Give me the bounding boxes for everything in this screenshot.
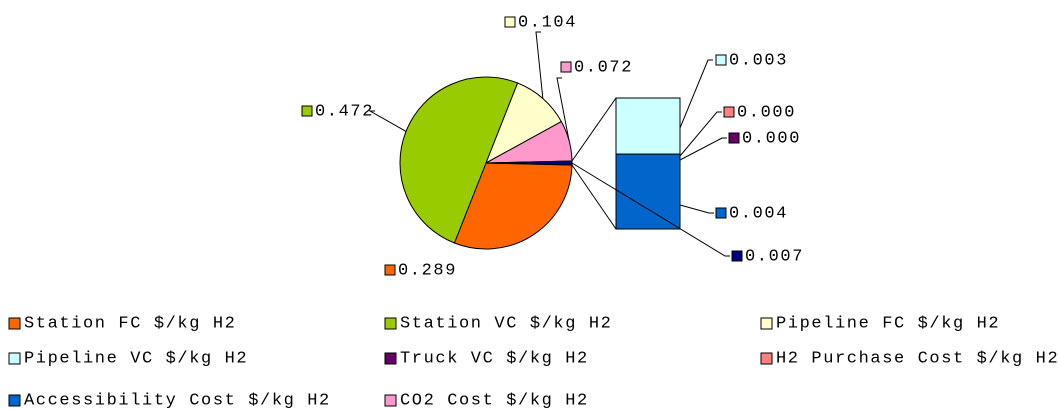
legend-marker [8, 352, 21, 365]
label-marker [384, 264, 396, 276]
legend-marker [8, 317, 21, 330]
pie-slice [453, 162, 573, 250]
legend-marker [384, 352, 397, 365]
leader-line [368, 110, 407, 132]
data-label: 0.004 [729, 204, 788, 223]
legend-label: Accessibility Cost $/kg H2 [24, 391, 331, 410]
leader-line [679, 59, 713, 129]
leader-line [679, 111, 722, 157]
label-marker [728, 132, 740, 144]
data-label: 0.289 [398, 261, 457, 280]
legend-marker [384, 394, 397, 407]
legend-label: Station VC $/kg H2 [400, 314, 612, 333]
legend-marker [760, 317, 773, 330]
data-label: 0.000 [742, 129, 801, 148]
label-marker [715, 207, 727, 219]
label-marker [731, 250, 743, 262]
legend-marker [760, 352, 773, 365]
legend-label: Truck VC $/kg H2 [400, 349, 589, 368]
data-label: 0.104 [518, 13, 577, 32]
leader-line [535, 31, 544, 99]
leader-line [556, 77, 570, 141]
bar-segment [615, 153, 681, 230]
legend-label: Pipeline FC $/kg H2 [776, 314, 1000, 333]
connector [571, 164, 617, 230]
legend-label: H2 Purchase Cost $/kg H2 [776, 349, 1058, 368]
label-marker [301, 105, 313, 117]
leader-line [679, 204, 714, 214]
bar-segment [615, 97, 681, 155]
data-label: 0.003 [729, 51, 788, 70]
legend-marker [384, 317, 397, 330]
data-label: 0.072 [574, 58, 633, 77]
leader-line [571, 162, 730, 257]
label-marker [504, 16, 516, 28]
label-marker [723, 106, 735, 118]
data-label: 0.007 [745, 247, 804, 266]
leader-line [679, 137, 727, 161]
legend-label: Station FC $/kg H2 [24, 314, 236, 333]
connector [571, 97, 617, 162]
legend-label: CO2 Cost $/kg H2 [400, 391, 589, 410]
data-label: 0.000 [737, 103, 796, 122]
label-marker [560, 61, 572, 73]
legend-marker [8, 394, 21, 407]
data-label: 0.472 [315, 102, 374, 121]
legend-label: Pipeline VC $/kg H2 [24, 349, 248, 368]
label-marker [715, 54, 727, 66]
